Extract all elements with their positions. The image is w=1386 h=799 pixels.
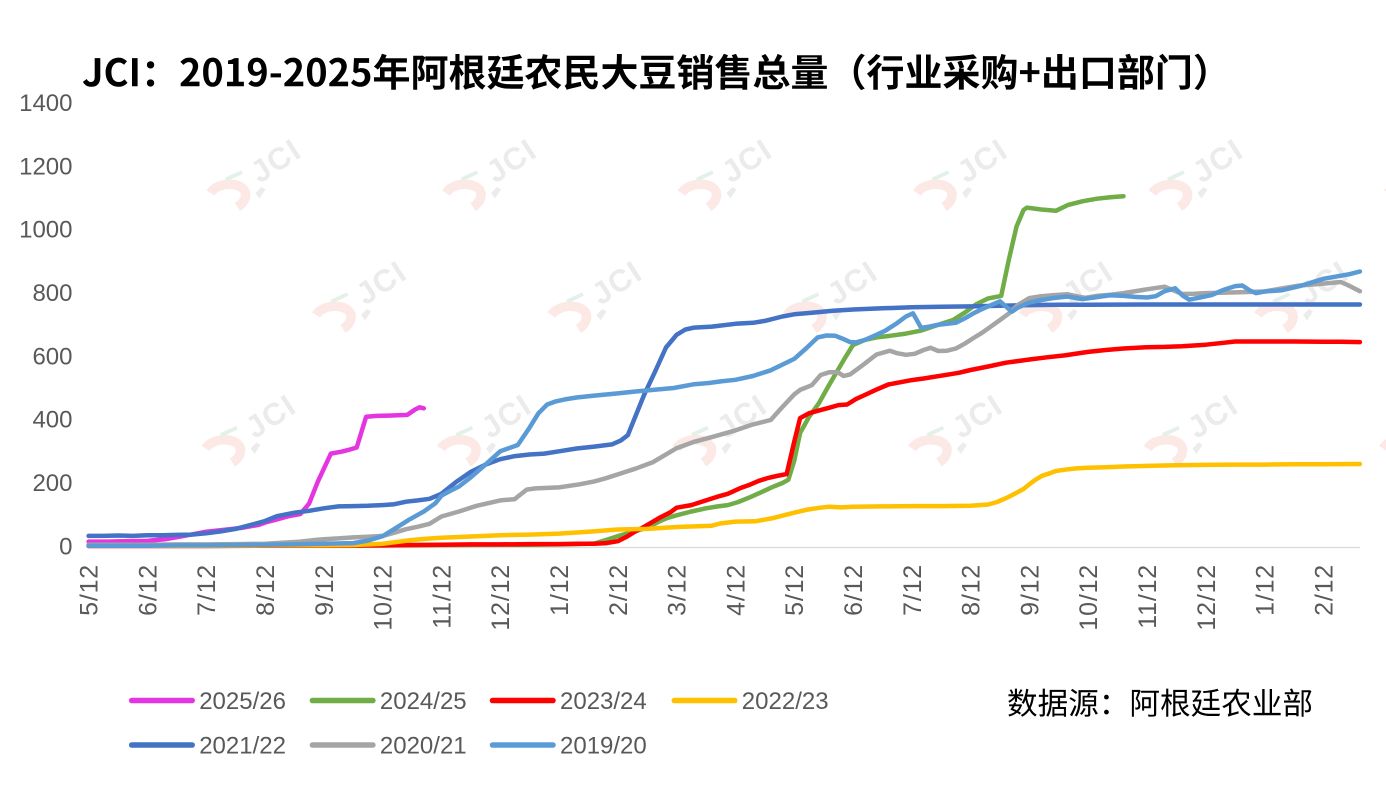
svg-text:2022/23: 2022/23 [742, 688, 829, 715]
svg-text:5/12: 5/12 [781, 564, 809, 616]
svg-text:2021/22: 2021/22 [199, 733, 286, 760]
svg-text:400: 400 [32, 407, 72, 434]
svg-text:2020/21: 2020/21 [380, 733, 467, 760]
svg-text:1200: 1200 [19, 153, 72, 180]
svg-text:0: 0 [59, 533, 72, 560]
svg-text:12/12: 12/12 [487, 564, 515, 631]
svg-text:6/12: 6/12 [134, 564, 162, 616]
svg-text:1/12: 1/12 [1252, 564, 1280, 616]
svg-text:9/12: 9/12 [1016, 564, 1044, 616]
svg-text:10/12: 10/12 [370, 564, 398, 631]
svg-text:200: 200 [32, 470, 72, 497]
svg-text:2023/24: 2023/24 [560, 688, 647, 715]
svg-text:11/12: 11/12 [428, 564, 456, 629]
svg-text:6/12: 6/12 [840, 564, 868, 616]
svg-text:10/12: 10/12 [1075, 564, 1103, 631]
svg-text:2/12: 2/12 [1310, 564, 1338, 616]
svg-text:8/12: 8/12 [252, 564, 280, 616]
svg-text:7/12: 7/12 [193, 564, 221, 616]
svg-text:2019/20: 2019/20 [560, 733, 647, 760]
svg-text:3/12: 3/12 [664, 564, 692, 616]
svg-text:2024/25: 2024/25 [380, 688, 467, 715]
svg-text:5/12: 5/12 [76, 564, 104, 616]
svg-text:600: 600 [32, 343, 72, 370]
svg-text:1/12: 1/12 [546, 564, 574, 616]
svg-text:11/12: 11/12 [1134, 564, 1162, 629]
svg-text:800: 800 [32, 280, 72, 307]
svg-text:2/12: 2/12 [605, 564, 633, 616]
svg-text:1000: 1000 [19, 217, 72, 244]
svg-text:7/12: 7/12 [899, 564, 927, 616]
svg-text:8/12: 8/12 [958, 564, 986, 616]
svg-text:2025/26: 2025/26 [199, 688, 286, 715]
svg-text:4/12: 4/12 [722, 564, 750, 616]
svg-text:9/12: 9/12 [311, 564, 339, 616]
svg-text:12/12: 12/12 [1193, 564, 1221, 631]
svg-text:1400: 1400 [19, 90, 72, 117]
